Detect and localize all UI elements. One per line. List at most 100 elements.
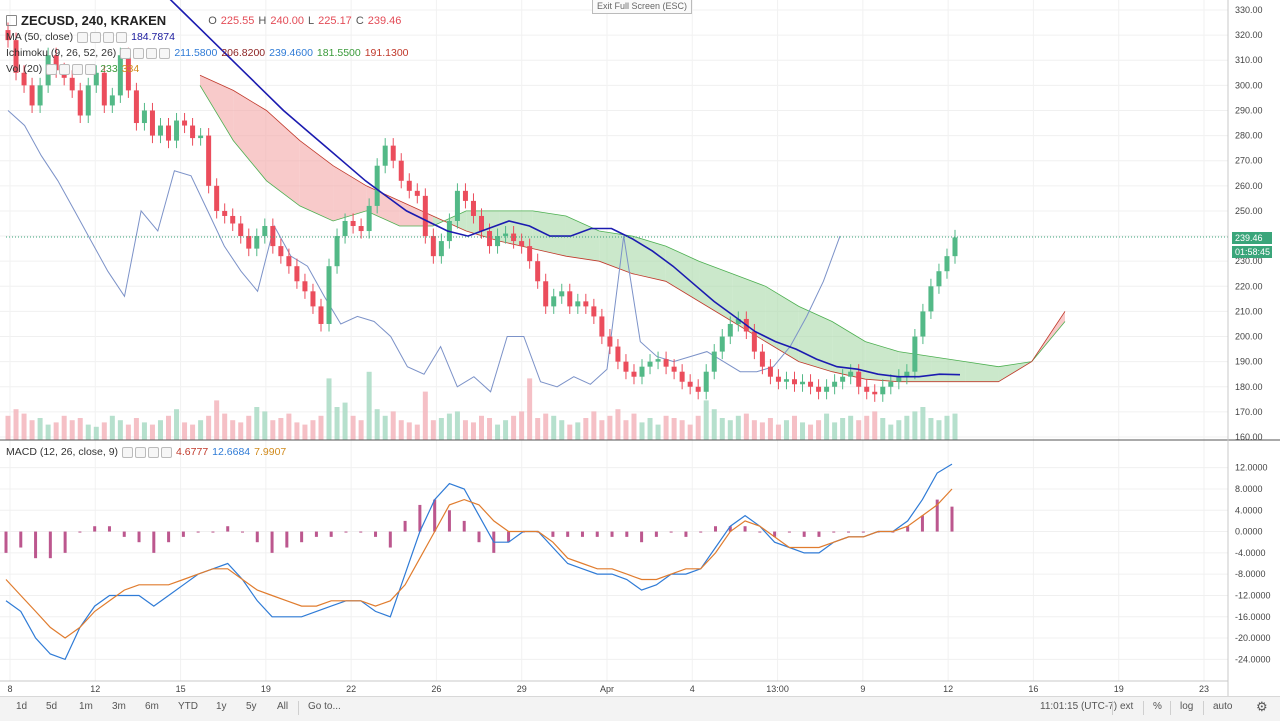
cloud-segment <box>732 273 766 342</box>
timeframe-6m[interactable]: 6m <box>145 701 159 712</box>
close-icon[interactable] <box>103 31 115 43</box>
ma-legend: MA (50, close) 184.7874 <box>6 31 175 43</box>
time-axis: 8 12 15 19 22 26 29 Apr 4 13:00 9 12 16 19 23 <box>7 684 1209 694</box>
candle-body <box>479 215 484 232</box>
ichimoku-legend-buttons[interactable] <box>120 47 171 59</box>
candle-body <box>791 379 797 385</box>
auto-button[interactable]: auto <box>1213 701 1233 712</box>
candle-body <box>262 226 268 237</box>
settings-icon[interactable] <box>135 446 147 458</box>
candle-body <box>551 296 557 307</box>
percent-button[interactable]: % <box>1153 701 1162 712</box>
volume-bar <box>302 424 308 440</box>
ma-legend-name[interactable]: MA (50, close) <box>6 31 74 43</box>
symbol-title[interactable]: ZECUSD, 240, KRAKEN <box>21 13 167 28</box>
close-icon[interactable] <box>148 446 160 458</box>
volume-legend-name[interactable]: Vol (20) <box>6 63 43 75</box>
settings-gear-icon[interactable]: ⚙ <box>1256 699 1268 714</box>
cloud-segment <box>532 210 566 257</box>
macd-axis-label: -20.0000 <box>1235 633 1271 643</box>
timeframe-1d[interactable]: 1d <box>16 701 28 712</box>
macd-histogram-bar <box>507 531 511 543</box>
macd-legend-name[interactable]: MACD (12, 26, close, 9) <box>6 446 119 458</box>
macd-axis-label: -8.0000 <box>1235 569 1266 579</box>
more-icon[interactable] <box>159 47 171 59</box>
candle-body <box>848 371 854 377</box>
eye-icon[interactable] <box>120 47 132 59</box>
log-button[interactable]: log <box>1180 701 1194 712</box>
ma-legend-buttons[interactable] <box>77 31 128 43</box>
eye-icon[interactable] <box>46 63 58 75</box>
macd-histogram-bar <box>137 531 141 543</box>
macd-histogram-bar <box>314 531 318 537</box>
macd-histogram-bar <box>669 531 673 533</box>
volume-bar <box>583 418 589 440</box>
timeframe-5y[interactable]: 5y <box>246 701 257 712</box>
macd-histogram-bar <box>847 531 851 533</box>
macd-histogram-bar <box>625 531 629 537</box>
more-icon[interactable] <box>85 63 97 75</box>
ichimoku-legend: Ichimoku (9, 26, 52, 26) 211.5800 206.82… <box>6 47 409 59</box>
settings-icon[interactable] <box>133 47 145 59</box>
candle-body <box>85 85 91 116</box>
price-axis-label: 180.00 <box>1235 382 1263 392</box>
time-axis-label: 15 <box>176 684 186 694</box>
volume-bar <box>101 422 107 440</box>
candle-body <box>302 281 308 292</box>
candle-body <box>270 226 276 247</box>
settings-icon[interactable] <box>59 63 71 75</box>
volume-bar <box>53 422 59 440</box>
volume-bar <box>286 413 292 440</box>
volume-bar <box>671 418 677 440</box>
toolbar-separator <box>1112 701 1113 715</box>
settings-icon[interactable] <box>90 31 102 43</box>
macd-histogram-bar <box>255 531 259 543</box>
candle-body <box>840 376 846 382</box>
ext-button[interactable]: ext <box>1120 701 1134 712</box>
volume-legend-buttons[interactable] <box>46 63 97 75</box>
timeframe-1y[interactable]: 1y <box>216 701 227 712</box>
candle-body <box>53 55 59 71</box>
candle-body <box>495 236 501 247</box>
candle-body <box>254 236 260 249</box>
open-value: 225.55 <box>220 14 255 27</box>
macd-legend-buttons[interactable] <box>122 446 173 458</box>
timeframe-ytd[interactable]: YTD <box>178 701 198 712</box>
eye-icon[interactable] <box>122 446 134 458</box>
volume-bar <box>141 422 147 440</box>
volume-bar <box>928 418 934 440</box>
timeframe-1m[interactable]: 1m <box>79 701 93 712</box>
volume-bar <box>422 391 428 440</box>
goto-button[interactable]: Go to... <box>308 701 341 712</box>
ichimoku-value-2: 206.8200 <box>221 47 266 59</box>
low-value: 225.17 <box>318 14 352 27</box>
volume-bar <box>37 418 43 440</box>
candle-body <box>157 125 163 136</box>
close-icon[interactable] <box>72 63 84 75</box>
timeframe-5d[interactable]: 5d <box>46 701 58 712</box>
candle-body <box>422 195 428 237</box>
timeframe-all[interactable]: All <box>277 701 289 712</box>
macd-axis-label: 4.0000 <box>1235 505 1263 515</box>
cloud-segment <box>865 341 899 382</box>
volume-bars <box>5 371 958 440</box>
macd-axis-label: 8.0000 <box>1235 484 1263 494</box>
volume-bar <box>888 424 894 440</box>
macd-histogram-bar <box>48 531 52 559</box>
ichimoku-legend-name[interactable]: Ichimoku (9, 26, 52, 26) <box>6 47 117 59</box>
more-icon[interactable] <box>161 446 173 458</box>
more-icon[interactable] <box>116 31 128 43</box>
menu-icon[interactable] <box>6 15 17 26</box>
candle-body <box>334 236 340 267</box>
timeframe-3m[interactable]: 3m <box>112 701 126 712</box>
volume-bar <box>13 409 19 440</box>
exit-fullscreen-button[interactable]: Exit Full Screen (ESC) <box>592 0 692 14</box>
volume-bar <box>904 415 910 440</box>
close-icon[interactable] <box>146 47 158 59</box>
volume-bar <box>238 422 244 440</box>
macd-histogram-bar <box>107 526 111 532</box>
ichimoku-span-a <box>199 85 1066 368</box>
eye-icon[interactable] <box>77 31 89 43</box>
candle-body <box>880 386 886 395</box>
